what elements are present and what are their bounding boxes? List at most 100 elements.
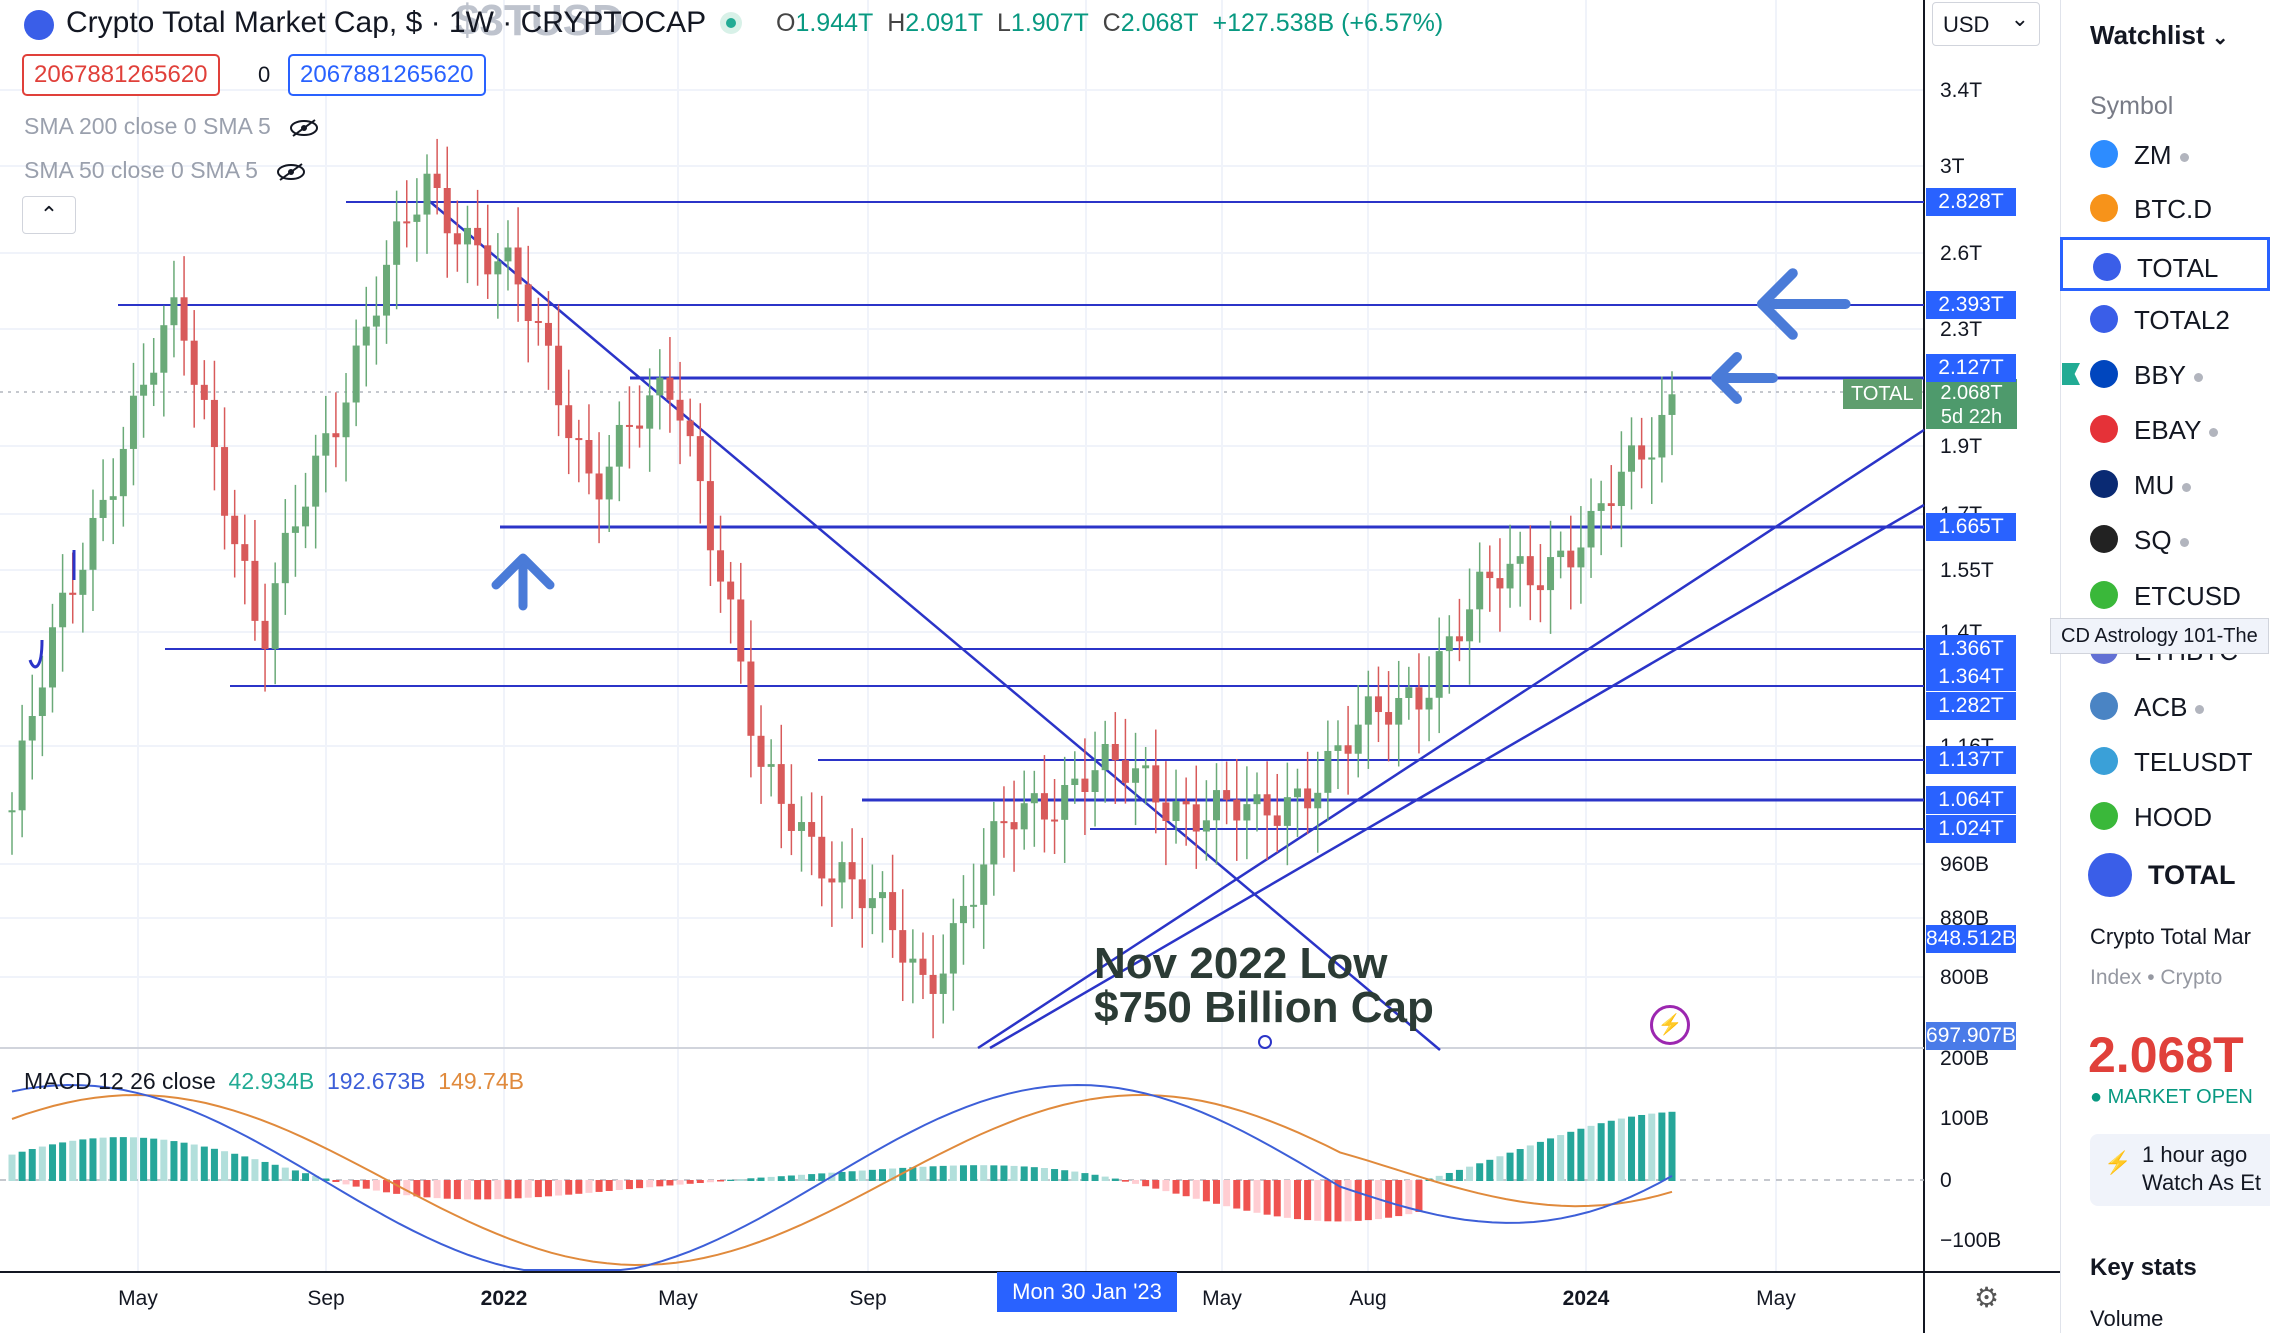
zoom-icon bbox=[2090, 140, 2118, 168]
macd-histogram-bar bbox=[160, 1139, 168, 1181]
watchlist-row-etcusd[interactable]: ETCUSD bbox=[2060, 568, 2270, 622]
watchlist-row-ebay[interactable]: EBAY bbox=[2060, 402, 2270, 456]
candle-body bbox=[1202, 820, 1210, 832]
crosshair-date-label: Mon 30 Jan '23 bbox=[997, 1272, 1177, 1312]
candle-body bbox=[423, 173, 431, 215]
macd-histogram-bar bbox=[1132, 1180, 1140, 1184]
macd-pane bbox=[8, 1083, 1676, 1271]
macd-histogram-bar bbox=[332, 1180, 340, 1183]
candle-body bbox=[59, 592, 67, 628]
candle-body bbox=[1344, 745, 1352, 754]
settings-gear-icon[interactable]: ⚙ bbox=[1974, 1282, 2000, 1313]
watchlist-row-total[interactable]: TOTAL bbox=[2060, 237, 2270, 291]
watchlist-row-mu[interactable]: MU bbox=[2060, 457, 2270, 511]
candle-body bbox=[1020, 803, 1028, 830]
macd-signal-line bbox=[11, 1093, 1673, 1267]
macd-histogram-bar bbox=[79, 1139, 87, 1181]
candle-body bbox=[1314, 792, 1322, 809]
macd-histogram-bar bbox=[8, 1154, 16, 1181]
candle-body bbox=[646, 395, 654, 429]
macd-histogram-bar bbox=[1617, 1118, 1625, 1181]
macd-histogram-bar bbox=[251, 1159, 259, 1181]
candle-body bbox=[1253, 794, 1261, 805]
macd-histogram-bar bbox=[109, 1137, 117, 1181]
macd-histogram-bar bbox=[747, 1178, 755, 1181]
candle-body bbox=[403, 221, 411, 224]
macd-histogram-bar bbox=[1121, 1180, 1129, 1182]
macd-histogram-bar bbox=[868, 1169, 876, 1181]
watchlist-row-acb[interactable]: ACB bbox=[2060, 679, 2270, 733]
candle-body bbox=[119, 448, 127, 497]
hidden-eye-icon[interactable] bbox=[289, 119, 319, 137]
macd-histogram-bar bbox=[959, 1165, 967, 1181]
macd-histogram-bar bbox=[413, 1180, 421, 1197]
watchlist-row-total2[interactable]: TOTAL2 bbox=[2060, 292, 2270, 346]
flag-icon[interactable] bbox=[2062, 363, 2080, 385]
sma50-legend[interactable]: SMA 50 close 0 SMA 5 bbox=[24, 157, 306, 184]
currency-select[interactable]: USD bbox=[1932, 0, 2040, 46]
candle-body bbox=[28, 716, 36, 741]
macd-histogram-bar bbox=[28, 1149, 36, 1181]
macd-histogram-bar bbox=[1061, 1170, 1069, 1181]
candle-body bbox=[980, 864, 988, 905]
hidden-eye-icon[interactable] bbox=[276, 163, 306, 181]
macd-histogram-bar bbox=[69, 1140, 77, 1181]
price-level-tag: 2.393T bbox=[1926, 291, 2016, 319]
macd-histogram-bar bbox=[129, 1137, 137, 1181]
macd-histogram-bar bbox=[737, 1179, 745, 1181]
watchlist-title[interactable]: Watchlist ⌄ bbox=[2090, 20, 2229, 50]
sma200-legend[interactable]: SMA 200 close 0 SMA 5 bbox=[24, 113, 319, 140]
candle-body bbox=[190, 340, 198, 385]
candle-body bbox=[241, 544, 249, 561]
macd-histogram-bar bbox=[1516, 1149, 1524, 1181]
watchlist-row-btc-d[interactable]: BTC.D bbox=[2060, 181, 2270, 235]
uptrend-line-2 bbox=[989, 503, 1925, 1050]
macd-legend[interactable]: MACD 12 26 close 42.934B 192.673B 149.74… bbox=[24, 1068, 524, 1094]
watchlist-row-bby[interactable]: BBY bbox=[2060, 347, 2270, 401]
time-axis-label: Sep bbox=[849, 1287, 886, 1310]
macd-histogram-bar bbox=[1182, 1180, 1190, 1197]
watchlist-row-hood[interactable]: HOOD bbox=[2060, 789, 2270, 843]
symbol-text: ETCUSD bbox=[2134, 581, 2241, 611]
macd-histogram-bar bbox=[433, 1180, 441, 1199]
macd-histogram-bar bbox=[150, 1138, 158, 1181]
chart-title[interactable]: Crypto Total Market Cap, $ · 1W · CRYPTO… bbox=[66, 6, 707, 39]
macd-histogram-bar bbox=[1202, 1180, 1210, 1202]
macd-histogram-bar bbox=[291, 1170, 299, 1181]
price-axis-label: 3.4T bbox=[1940, 79, 1982, 102]
candle-body bbox=[1668, 394, 1676, 415]
candle-body bbox=[1607, 503, 1615, 507]
candle-body bbox=[899, 930, 907, 963]
collapse-legend-button[interactable]: ⌃ bbox=[22, 196, 76, 234]
alert-bolt-icon[interactable]: ⚡ bbox=[1650, 1005, 1690, 1045]
macd-histogram-bar bbox=[1253, 1180, 1261, 1213]
watchlist-symbol: TOTAL bbox=[2137, 253, 2218, 284]
macd-axis-label: −100B bbox=[1940, 1229, 2001, 1252]
candle-body bbox=[1162, 802, 1170, 821]
candle-body bbox=[939, 973, 947, 994]
price-axis-label: 1.9T bbox=[1940, 435, 1982, 458]
macd-histogram-bar bbox=[302, 1173, 310, 1181]
symbol-column-header[interactable]: Symbol bbox=[2090, 92, 2174, 120]
up-arrow-head bbox=[491, 553, 555, 590]
price-level-tag: 697.907B bbox=[1926, 1022, 2016, 1050]
sell-price-box[interactable]: 2067881265620 bbox=[22, 54, 220, 96]
candle-body bbox=[929, 974, 937, 994]
watchlist-row-zm[interactable]: ZM bbox=[2060, 127, 2270, 181]
watchlist-row-sq[interactable]: SQ bbox=[2060, 512, 2270, 566]
buy-price-box[interactable]: 2067881265620 bbox=[288, 54, 486, 96]
macd-histogram-bar bbox=[1597, 1123, 1605, 1181]
price-level-tag: 2.127T bbox=[1926, 354, 2016, 382]
macd-histogram-bar bbox=[281, 1167, 289, 1181]
macd-histogram-bar bbox=[1263, 1180, 1271, 1215]
candle-body bbox=[666, 377, 674, 400]
candle-body bbox=[544, 322, 552, 346]
macd-histogram-bar bbox=[1030, 1167, 1038, 1181]
macd-histogram-bar bbox=[1648, 1113, 1656, 1181]
macd-histogram-bar bbox=[585, 1180, 593, 1193]
candle-body bbox=[1263, 794, 1271, 816]
news-card[interactable] bbox=[2090, 1134, 2270, 1206]
watchlist-row-telusdt[interactable]: TELUSDT bbox=[2060, 734, 2270, 788]
macd-histogram-bar bbox=[190, 1144, 198, 1181]
